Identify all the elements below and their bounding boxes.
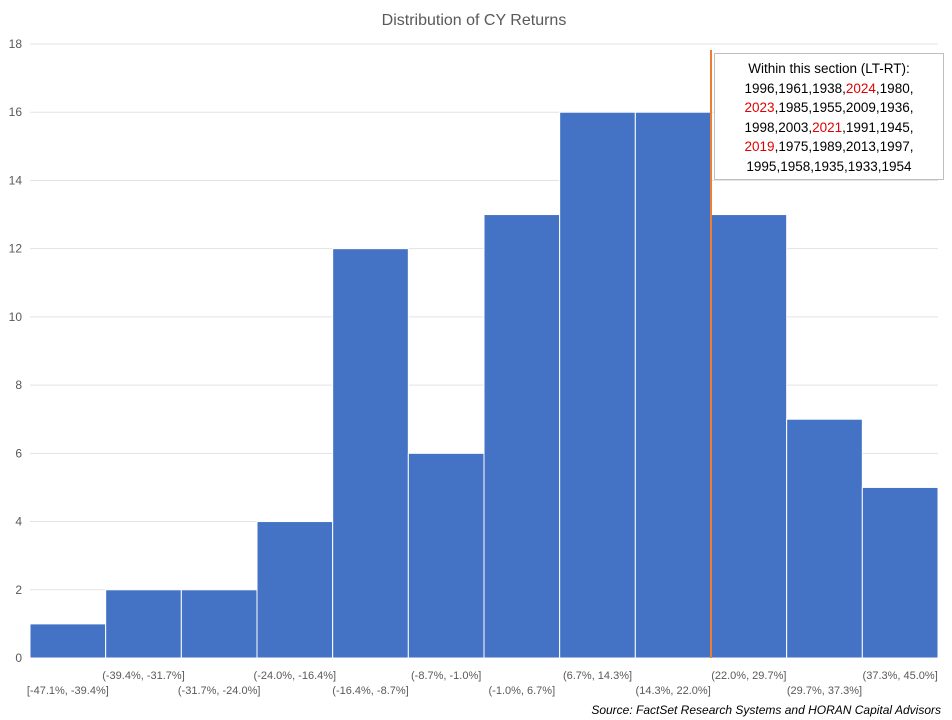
x-axis-ticks: [-47.1%, -39.4%] (-39.4%, -31.7%] (-31.7%,… — [27, 670, 938, 697]
x-tick-label: (-31.7%, -24.0%] — [178, 685, 261, 697]
annotation-line: 2019,1975,1989,2013,1997, — [715, 137, 943, 157]
x-tick-label: (14.3%, 22.0%] — [636, 685, 711, 697]
y-tick-label: 6 — [15, 446, 22, 460]
x-tick-label: (-16.4%, -8.7%] — [332, 685, 408, 697]
year-text: 1996,1961,1938, — [744, 80, 846, 96]
year-text: 1998,2003, — [744, 119, 813, 135]
y-tick-label: 4 — [15, 515, 22, 529]
x-tick-label: (-39.4%, -31.7%] — [102, 670, 185, 682]
y-tick-label: 10 — [9, 310, 23, 324]
histogram-bar — [105, 589, 182, 659]
y-tick-label: 8 — [15, 378, 22, 392]
histogram-bar — [256, 521, 334, 659]
histogram-bar — [559, 111, 636, 659]
chart-title: Distribution of CY Returns — [382, 12, 567, 29]
x-tick-label: [-47.1%, -39.4%] — [27, 685, 109, 697]
annotation-line: 1996,1961,1938,2024,1980, — [715, 79, 943, 99]
histogram-bar — [483, 214, 561, 659]
highlighted-year: 2024 — [845, 80, 876, 96]
year-text: ,1991,1945, — [842, 119, 914, 135]
year-text: 1995,1958,1935,1933,1954 — [746, 158, 912, 174]
highlighted-year: 2023 — [744, 100, 775, 115]
y-tick-label: 12 — [9, 242, 23, 256]
year-text: ,1985,1955,2009,1936, — [774, 100, 914, 115]
histogram-bar — [407, 452, 485, 659]
y-tick-label: 2 — [15, 583, 22, 597]
x-tick-label: (37.3%, 45.0%] — [863, 670, 938, 682]
year-text: ,1975,1989,2013,1997, — [774, 139, 914, 154]
x-tick-label: (-24.0%, -16.4%] — [254, 670, 337, 682]
annotation-line: 1998,2003,2021,1991,1945, — [715, 118, 943, 138]
y-tick-label: 18 — [9, 37, 23, 51]
y-axis-ticks: 0 2 4 6 8 10 12 14 16 18 — [9, 37, 23, 665]
bars — [29, 111, 939, 659]
x-tick-label: (22.0%, 29.7%] — [711, 670, 786, 682]
annotation-year-list: 1996,1961,1938,2024,1980, 2023,1985,1955,… — [715, 79, 943, 177]
histogram-bar — [634, 111, 712, 659]
histogram-bar — [180, 589, 258, 659]
histogram-bar — [786, 418, 863, 659]
histogram-bar — [332, 248, 409, 659]
source-note: Source: FactSet Research Systems and HOR… — [591, 703, 941, 717]
highlighted-year: 2019 — [744, 139, 775, 154]
y-tick-label: 14 — [9, 173, 23, 187]
histogram-bar — [710, 214, 788, 659]
x-tick-label: (-1.0%, 6.7%] — [489, 685, 556, 697]
annotation-box: Within this section (LT-RT): 1996,1961,1… — [714, 53, 944, 180]
annotation-header: Within this section (LT-RT): — [748, 61, 910, 76]
histogram-bar — [861, 486, 939, 659]
x-tick-label: (-8.7%, -1.0%] — [411, 670, 481, 682]
histogram-bar — [29, 623, 107, 659]
annotation-line: 2023,1985,1955,2009,1936, — [715, 98, 943, 118]
highlighted-year: 2021 — [812, 119, 843, 135]
annotation-line: 1995,1958,1935,1933,1954 — [715, 157, 943, 177]
year-text: ,1980, — [875, 80, 914, 96]
y-tick-label: 16 — [9, 105, 23, 119]
y-tick-label: 0 — [15, 651, 22, 665]
x-tick-label: (29.7%, 37.3%] — [787, 685, 862, 697]
x-tick-label: (6.7%, 14.3%] — [563, 670, 632, 682]
